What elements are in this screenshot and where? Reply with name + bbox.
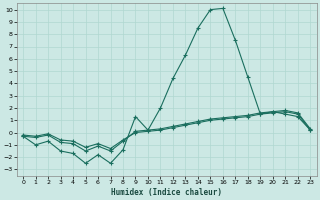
X-axis label: Humidex (Indice chaleur): Humidex (Indice chaleur) xyxy=(111,188,222,197)
